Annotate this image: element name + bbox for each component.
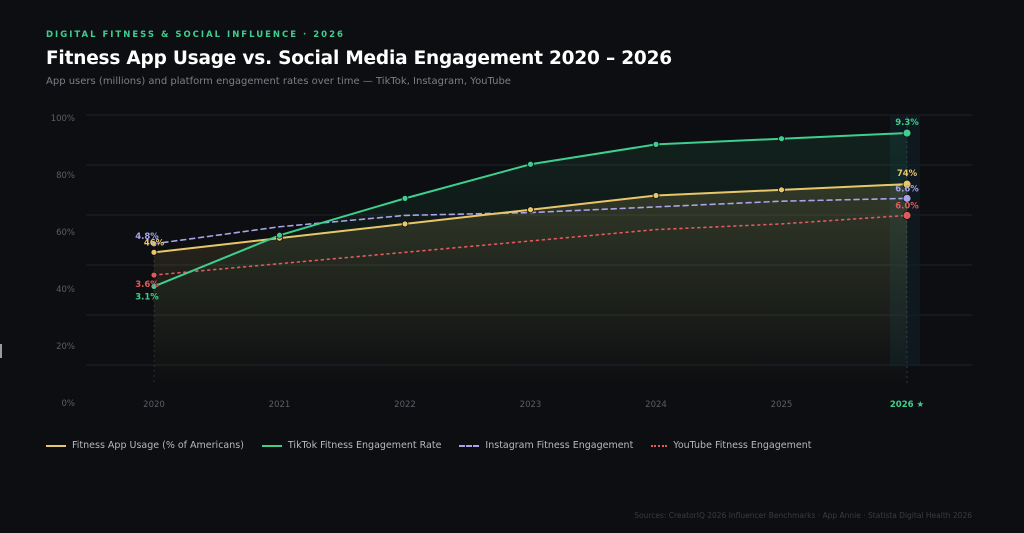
data-point-fitness <box>527 206 534 214</box>
x-tick-label: 2023 <box>520 400 542 410</box>
legend-item-tiktok: TikTok Fitness Engagement Rate <box>261 440 442 451</box>
data-point-fitness <box>401 220 409 228</box>
legend-item-youtube: YouTube Fitness Engagement <box>651 440 811 451</box>
data-point-fitness <box>902 179 912 189</box>
data-point-instagram <box>902 193 912 203</box>
x-tick-label: 2022 <box>394 400 416 410</box>
chart-subtitle: App users (millions) and platform engage… <box>46 76 511 87</box>
data-label-instagram: 4.8% <box>135 232 159 242</box>
x-tick-label: 2025 <box>771 400 793 410</box>
data-point-tiktok <box>527 160 534 168</box>
legend-label-fitness: Fitness App Usage (% of Americans) <box>72 440 244 451</box>
y-tick-label: 40% <box>56 285 75 295</box>
data-point-youtube <box>150 271 158 279</box>
data-label-tiktok: 3.1% <box>135 292 159 302</box>
scroll-edge-marker <box>0 344 2 358</box>
data-point-tiktok <box>652 140 660 148</box>
data-point-tiktok <box>778 135 785 143</box>
data-label-fitness: 46% <box>144 238 165 248</box>
data-point-tiktok <box>902 128 912 138</box>
y-tick-label: 80% <box>56 171 75 181</box>
y-tick-label: 20% <box>56 342 75 352</box>
legend-item-fitness: Fitness App Usage (% of Americans) <box>46 440 244 451</box>
legend-label-tiktok: TikTok Fitness Engagement Rate <box>287 440 442 451</box>
chart-sources: Sources: CreatorIQ 2026 Influencer Bench… <box>634 511 972 520</box>
x-tick-label: 2020 <box>143 400 165 410</box>
x-tick-label: 2026 ★ <box>890 400 925 410</box>
chart-legend: Fitness App Usage (% of Americans) TikTo… <box>46 440 811 451</box>
x-tick-label: 2024 <box>645 400 667 410</box>
y-tick-label: 0% <box>62 399 76 409</box>
data-point-fitness <box>150 248 158 256</box>
legend-swatch-youtube <box>651 444 668 447</box>
data-label-tiktok: 9.3% <box>895 118 919 128</box>
y-tick-label: 60% <box>56 228 75 238</box>
legend-item-instagram: Instagram Fitness Engagement <box>459 440 633 451</box>
data-point-fitness <box>652 192 660 199</box>
data-label-instagram: 6.6% <box>895 184 919 194</box>
data-point-tiktok <box>401 194 409 202</box>
legend-swatch-tiktok <box>261 444 282 447</box>
data-point-youtube <box>902 210 912 220</box>
data-point-tiktok <box>150 282 158 290</box>
data-point-fitness <box>778 186 785 194</box>
series-area-tiktok <box>154 133 907 384</box>
data-point-instagram <box>150 240 158 248</box>
data-label-youtube: 3.6% <box>135 280 159 290</box>
data-label-youtube: 6.0% <box>895 201 919 211</box>
x-tick-label: 2021 <box>269 400 291 410</box>
data-point-tiktok <box>276 231 283 239</box>
legend-swatch-fitness <box>46 444 66 447</box>
chart-eyebrow: DIGITAL FITNESS & SOCIAL INFLUENCE · 202… <box>46 30 345 40</box>
line-chart: 0% 20% 40% 60% 80% 100% 2020 2021 2022 2023 2024 20… <box>51 114 972 410</box>
data-label-fitness: 74% <box>897 169 918 179</box>
legend-swatch-instagram <box>459 444 480 447</box>
y-tick-label: 100% <box>51 114 75 124</box>
legend-label-instagram: Instagram Fitness Engagement <box>485 440 634 451</box>
legend-label-youtube: YouTube Fitness Engagement <box>673 440 812 451</box>
series-line-youtube <box>153 214 908 276</box>
chart-title: Fitness App Usage vs. Social Media Engag… <box>46 48 672 69</box>
